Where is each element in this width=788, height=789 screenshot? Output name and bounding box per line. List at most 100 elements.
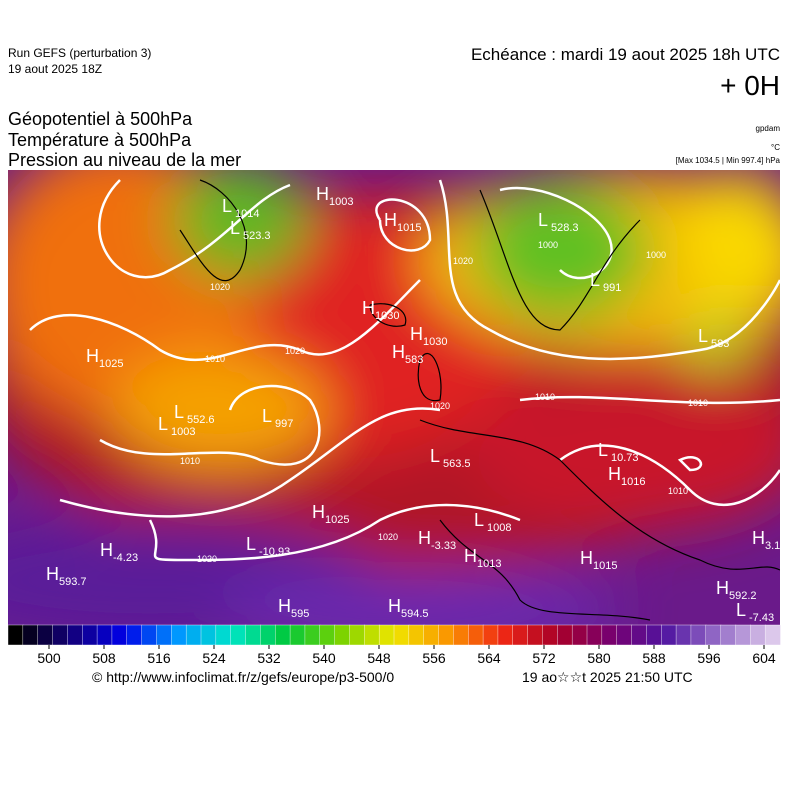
- colorbar-label: 604: [752, 650, 776, 666]
- center-symbol: H: [384, 210, 397, 230]
- center-symbol: H: [86, 346, 99, 366]
- center-value: 1003: [329, 196, 353, 208]
- colorbar-swatch: [675, 624, 692, 646]
- field-title: Géopotentiel à 500hPa: [8, 109, 193, 129]
- center-symbol: L: [230, 218, 240, 238]
- center-value: 1016: [621, 476, 645, 488]
- colorbar-swatch: [141, 624, 158, 646]
- contour-label: 1020: [197, 554, 217, 564]
- center-value: 1015: [593, 560, 617, 572]
- colorbar-swatch: [750, 624, 766, 646]
- colorbar-swatch: [542, 624, 559, 646]
- center-symbol: H: [312, 502, 325, 522]
- center-value: 1013: [477, 558, 501, 570]
- colorbar-swatch: [631, 624, 648, 646]
- contour-label: 1010: [688, 398, 708, 408]
- colorbar-swatch: [319, 624, 336, 646]
- run-date: 19 aout 2025 18Z: [8, 62, 103, 76]
- center-value: 10.73: [611, 452, 639, 464]
- colorbar-swatch: [453, 624, 469, 646]
- colorbar-swatch: [586, 624, 603, 646]
- center-symbol: L: [736, 600, 746, 620]
- center-symbol: L: [262, 406, 272, 426]
- colorbar-swatch: [185, 624, 202, 646]
- colorbar-label: 508: [92, 650, 116, 666]
- center-value: 594.5: [401, 608, 429, 620]
- center-symbol: L: [590, 270, 600, 290]
- colorbar-swatch: [735, 624, 752, 646]
- center-value: -10.93: [259, 546, 290, 558]
- center-value: 595: [291, 608, 309, 620]
- contour-label: 1020: [210, 282, 230, 292]
- center-value: 583: [405, 354, 423, 366]
- colorbar-swatch: [497, 624, 514, 646]
- colorbar-swatch: [304, 624, 321, 646]
- center-symbol: H: [392, 342, 405, 362]
- contour-label: 1000: [646, 250, 666, 260]
- colorbar-swatch: [230, 624, 247, 646]
- center-symbol: L: [474, 510, 484, 530]
- colorbar-swatch: [527, 624, 544, 646]
- center-value: 1030: [423, 336, 447, 348]
- colorbar-swatch: [468, 624, 484, 646]
- center-symbol: L: [246, 534, 256, 554]
- center-value: 593.7: [59, 576, 87, 588]
- colorbar-label: 596: [697, 650, 721, 666]
- center-value: 528.3: [551, 222, 579, 234]
- colorbar-label: 524: [202, 650, 226, 666]
- center-symbol: H: [608, 464, 621, 484]
- colorbar-label: 516: [147, 650, 171, 666]
- center-value: -3.33: [431, 540, 456, 552]
- colorbar-swatch: [616, 624, 633, 646]
- center-value: -4.23: [113, 552, 138, 564]
- center-symbol: H: [716, 578, 729, 598]
- center-value: 1025: [325, 514, 349, 526]
- center-symbol: H: [410, 324, 423, 344]
- colorbar-swatch: [408, 624, 425, 646]
- center-value: 997: [275, 418, 293, 430]
- colorbar-swatch: [720, 624, 737, 646]
- colorbar-swatch: [275, 624, 291, 646]
- run-name: Run GEFS (perturbation 3): [8, 46, 152, 60]
- colorbar-swatch: [111, 624, 128, 646]
- colorbar-swatch: [571, 624, 588, 646]
- colorbar-swatch: [705, 624, 722, 646]
- center-symbol: H: [388, 596, 401, 616]
- colorbar-label: 564: [477, 650, 501, 666]
- center-symbol: L: [430, 446, 440, 466]
- colorbar-label: 556: [422, 650, 446, 666]
- colorbar-swatch: [661, 624, 677, 646]
- colorbar-swatch: [82, 624, 98, 646]
- colorbar-swatch: [156, 624, 173, 646]
- colorbar-swatch: [482, 624, 499, 646]
- colorbar-swatch: [37, 624, 54, 646]
- colorbar-label: 548: [367, 650, 391, 666]
- colorbar-swatch: [423, 624, 440, 646]
- colorbar-label: 572: [532, 650, 556, 666]
- colorbar-swatch: [334, 624, 351, 646]
- center-symbol: L: [222, 196, 232, 216]
- colorbar-swatch: [67, 624, 83, 646]
- contour-label: 1010: [535, 392, 555, 402]
- center-value: 1025: [99, 358, 123, 370]
- center-symbol: H: [418, 528, 431, 548]
- center-value: 991: [603, 282, 621, 294]
- colorbar-swatch: [200, 624, 217, 646]
- colorbar-swatch: [289, 624, 306, 646]
- unit: °C: [771, 143, 780, 152]
- center-value: -7.43: [749, 612, 774, 624]
- contour-label: 1020: [285, 346, 305, 356]
- center-symbol: H: [100, 540, 113, 560]
- lead-time: + 0H: [720, 70, 780, 101]
- colorbar-swatch: [22, 624, 39, 646]
- center-value: 1014: [235, 208, 259, 220]
- center-value: 1015: [397, 222, 421, 234]
- center-symbol: L: [174, 402, 184, 422]
- colorbar-label: 588: [642, 650, 666, 666]
- colorbar-swatch: [601, 624, 618, 646]
- center-value: 523.3: [243, 230, 271, 242]
- source: © http://www.infoclimat.fr/z/gefs/europe…: [92, 669, 395, 685]
- colorbar-swatch: [690, 624, 707, 646]
